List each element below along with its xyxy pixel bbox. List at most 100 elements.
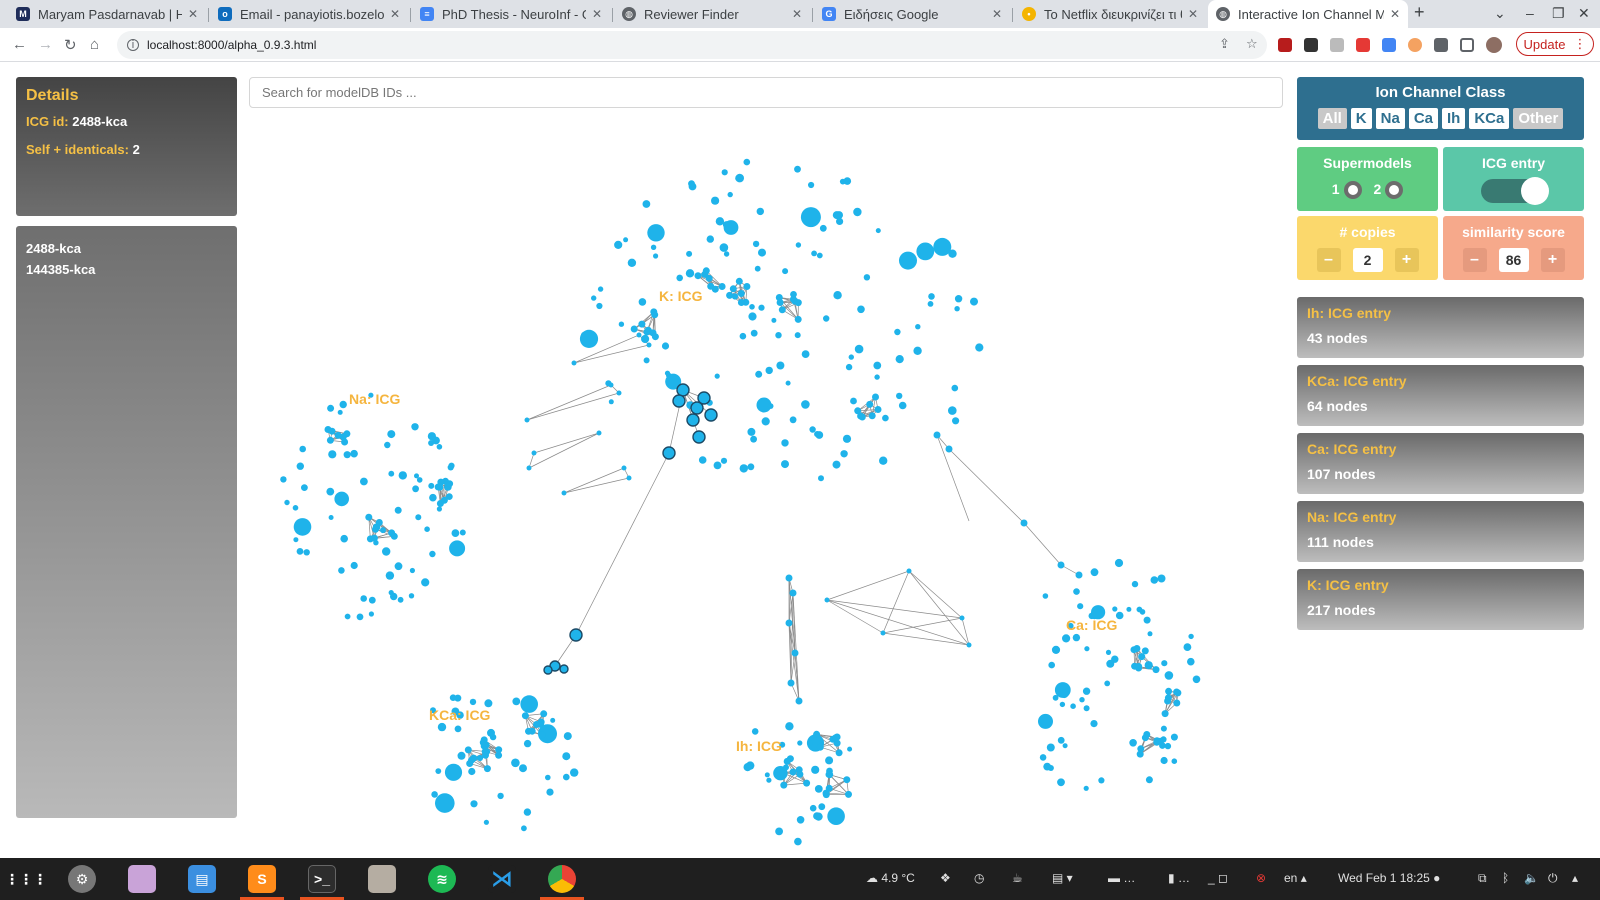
- graph-node[interactable]: [531, 450, 537, 456]
- graph-node[interactable]: [794, 837, 802, 846]
- graph-node[interactable]: [431, 791, 438, 798]
- graph-node[interactable]: [795, 697, 803, 705]
- graph-node[interactable]: [545, 774, 551, 781]
- graph-node[interactable]: [334, 491, 349, 507]
- graph-node[interactable]: [424, 526, 430, 532]
- icg-entry-card-na[interactable]: Na: ICG entry 111 nodes: [1297, 501, 1584, 562]
- graph-node[interactable]: [638, 320, 646, 328]
- close-icon[interactable]: ✕: [1187, 7, 1198, 21]
- graph-node[interactable]: [1084, 646, 1090, 652]
- radio-icon[interactable]: [1343, 181, 1362, 200]
- selected-node[interactable]: [559, 664, 569, 674]
- graph-node[interactable]: [809, 426, 816, 433]
- graph-node[interactable]: [927, 301, 934, 307]
- close-icon[interactable]: ✕: [1389, 7, 1400, 21]
- graph-node[interactable]: [783, 757, 791, 765]
- graph-node[interactable]: [643, 357, 650, 364]
- graph-node[interactable]: [789, 295, 797, 303]
- graph-node[interactable]: [796, 816, 805, 824]
- graph-node[interactable]: [350, 561, 358, 570]
- graph-node[interactable]: [339, 400, 347, 409]
- graph-node[interactable]: [596, 430, 602, 436]
- clipboard-icon[interactable]: ▤ ▾: [1052, 871, 1073, 885]
- graph-node[interactable]: [435, 793, 455, 813]
- graph-node[interactable]: [739, 464, 748, 473]
- graph-node[interactable]: [755, 370, 763, 378]
- copies-minus-button[interactable]: –: [1316, 248, 1341, 272]
- graph-node[interactable]: [1072, 633, 1081, 642]
- graph-node[interactable]: [928, 293, 935, 300]
- graph-node[interactable]: [280, 476, 287, 483]
- graph-node[interactable]: [464, 746, 472, 754]
- graph-node[interactable]: [1067, 622, 1074, 629]
- cookie-icon[interactable]: [1408, 38, 1422, 52]
- graph-node[interactable]: [747, 463, 755, 471]
- graph-node[interactable]: [785, 619, 793, 627]
- graph-node[interactable]: [344, 613, 351, 620]
- graph-node[interactable]: [1137, 745, 1145, 753]
- graph-node[interactable]: [1141, 647, 1149, 655]
- graph-node[interactable]: [1060, 689, 1069, 699]
- graph-node[interactable]: [727, 191, 733, 198]
- graph-node[interactable]: [1052, 694, 1059, 701]
- graph-node[interactable]: [608, 399, 614, 405]
- graph-node[interactable]: [360, 477, 368, 486]
- graph-node[interactable]: [1090, 720, 1098, 728]
- graph-node[interactable]: [1131, 580, 1139, 588]
- graph-node[interactable]: [1051, 645, 1061, 655]
- graph-node[interactable]: [526, 465, 532, 471]
- graph-node[interactable]: [411, 423, 419, 431]
- graph-node[interactable]: [1073, 588, 1080, 595]
- graph-node[interactable]: [723, 220, 739, 235]
- class-button-k[interactable]: K: [1350, 108, 1372, 129]
- extension-icon[interactable]: [1278, 38, 1292, 52]
- search-input[interactable]: [249, 77, 1283, 108]
- graph-node[interactable]: [436, 483, 444, 491]
- graph-node[interactable]: [390, 532, 398, 540]
- graph-node[interactable]: [368, 392, 374, 398]
- graph-node[interactable]: [898, 401, 907, 410]
- graph-node[interactable]: [1173, 699, 1181, 707]
- graph-node[interactable]: [756, 207, 764, 216]
- graph-node[interactable]: [758, 304, 765, 311]
- graph-node[interactable]: [1160, 756, 1168, 765]
- graph-node[interactable]: [1048, 661, 1055, 669]
- graph-node[interactable]: [511, 758, 520, 768]
- graph-node[interactable]: [913, 346, 922, 355]
- graph-node[interactable]: [466, 760, 474, 767]
- graph-node[interactable]: [676, 274, 683, 282]
- graph-node[interactable]: [816, 252, 823, 259]
- graph-node[interactable]: [818, 475, 824, 482]
- selected-node[interactable]: [690, 401, 704, 415]
- graph-node[interactable]: [414, 473, 419, 479]
- terminal-icon[interactable]: >_: [308, 865, 336, 893]
- graph-node[interactable]: [896, 392, 903, 400]
- graph-node[interactable]: [822, 791, 830, 799]
- graph-node[interactable]: [785, 722, 794, 731]
- graph-node[interactable]: [512, 697, 521, 706]
- graph-node[interactable]: [626, 475, 632, 481]
- class-button-ca[interactable]: Ca: [1408, 108, 1438, 129]
- graph-node[interactable]: [825, 771, 833, 778]
- graph-node[interactable]: [384, 441, 391, 449]
- share-icon[interactable]: ⇪: [1219, 36, 1230, 51]
- selected-node[interactable]: [704, 408, 718, 422]
- list-item[interactable]: 144385-kca: [26, 262, 96, 277]
- graph-node[interactable]: [835, 211, 843, 220]
- graph-node[interactable]: [813, 730, 821, 738]
- graph-node[interactable]: [766, 777, 772, 783]
- graph-node[interactable]: [483, 819, 489, 825]
- graph-node[interactable]: [1070, 703, 1076, 709]
- graph-node[interactable]: [707, 282, 715, 290]
- graph-node[interactable]: [524, 417, 530, 423]
- graph-node[interactable]: [785, 380, 791, 386]
- graph-node[interactable]: [650, 244, 657, 250]
- graph-node[interactable]: [1192, 675, 1201, 684]
- graph-node[interactable]: [832, 460, 841, 469]
- similarity-minus-button[interactable]: –: [1462, 248, 1487, 272]
- browser-tab-active[interactable]: ◍ Interactive Ion Channel M ✕: [1208, 0, 1408, 28]
- graph-node[interactable]: [794, 165, 801, 173]
- graph-node[interactable]: [454, 725, 462, 733]
- graph-node[interactable]: [1144, 661, 1153, 670]
- graph-node[interactable]: [343, 451, 351, 459]
